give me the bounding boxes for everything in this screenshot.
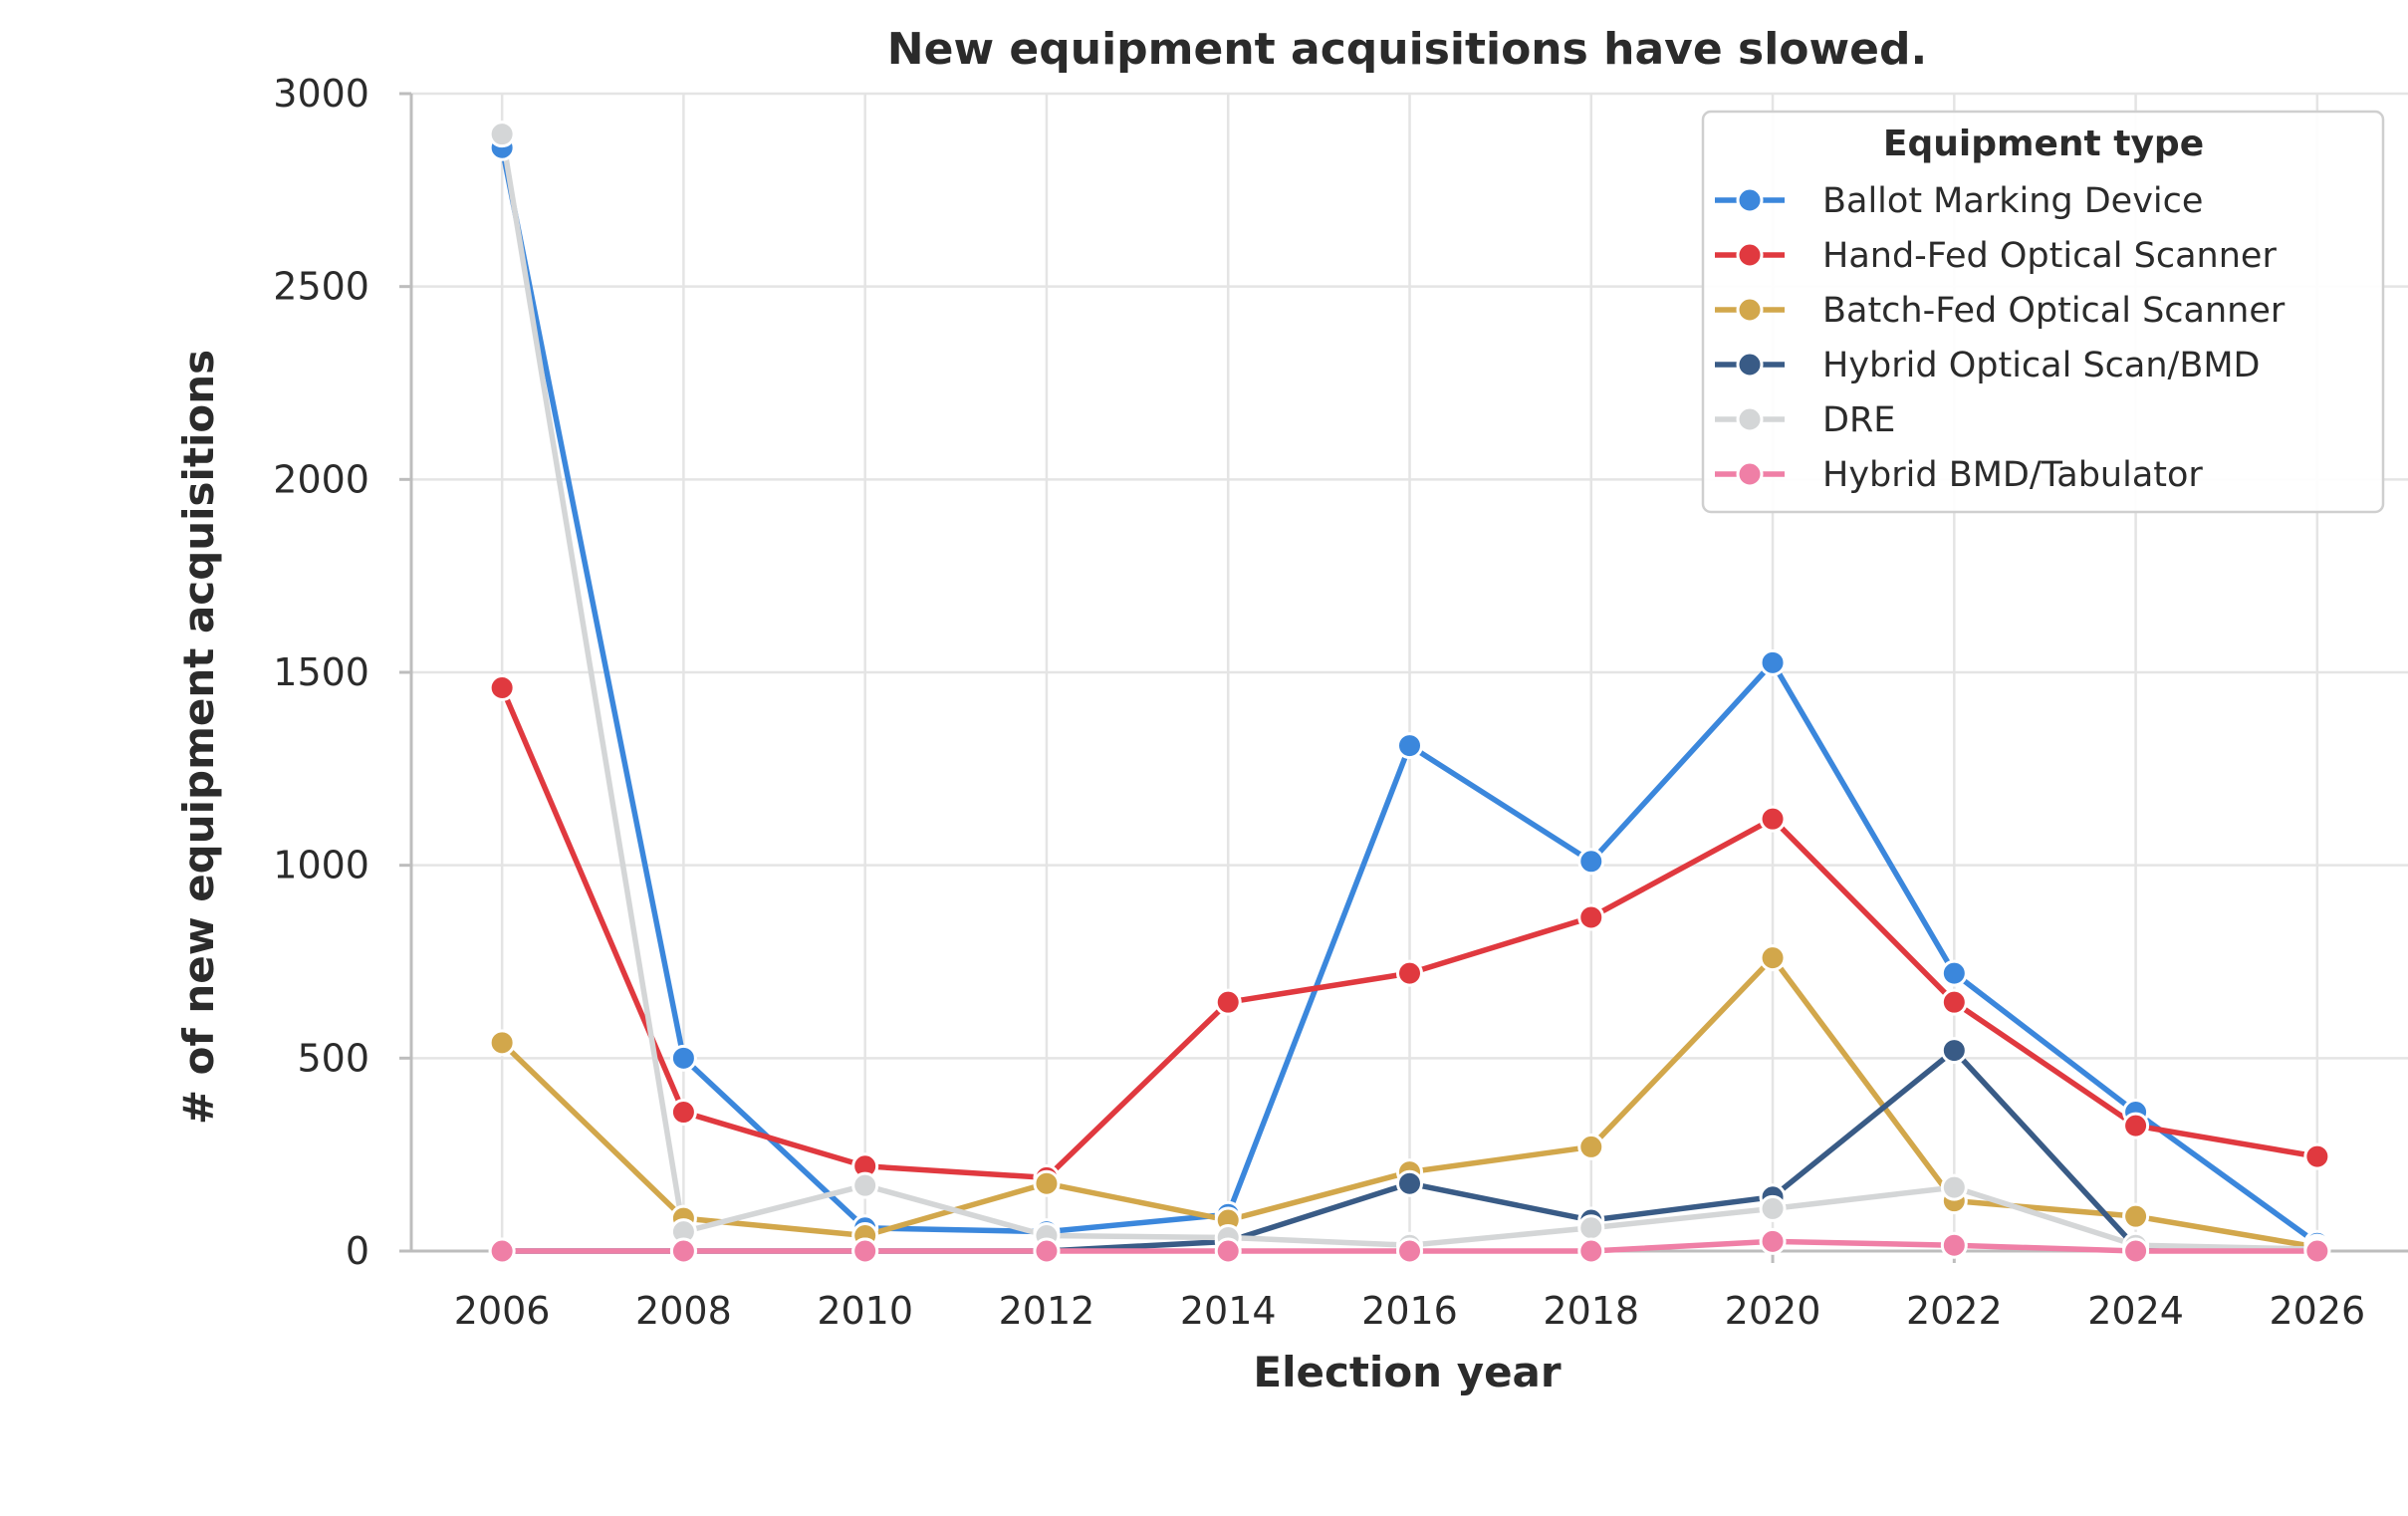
data-point (1214, 988, 1242, 1016)
data-point (1940, 959, 1968, 987)
data-point (2122, 1237, 2150, 1265)
y-tick-label: 0 (346, 1229, 369, 1273)
data-point (1396, 1237, 1423, 1265)
chart-title: New equipment acquisitions have slowed. (887, 24, 1927, 75)
data-point (1577, 1237, 1605, 1265)
data-point (669, 1044, 697, 1072)
legend-label: Hybrid BMD/Tabulator (1822, 455, 2203, 495)
legend-marker (1736, 405, 1764, 433)
data-point (488, 121, 516, 148)
legend-box (1701, 110, 2385, 514)
data-point (1759, 1194, 1787, 1222)
data-point (1940, 1037, 1968, 1065)
y-axis-title: # of new equipment acquisitions (174, 350, 223, 1125)
legend-label: Hand-Fed Optical Scanner (1822, 236, 2277, 276)
data-point (1759, 805, 1787, 833)
data-point (1759, 648, 1787, 676)
legend-label: Ballot Marking Device (1822, 181, 2203, 221)
data-point (488, 1029, 516, 1057)
y-tick-label: 2000 (273, 457, 369, 501)
legend: Equipment type Ballot Marking Device Hand… (1701, 110, 2385, 514)
x-tick-label: 2014 (1180, 1289, 1277, 1333)
legend-marker (1736, 186, 1764, 214)
y-tick-label: 1500 (273, 650, 369, 694)
data-point (1396, 732, 1423, 760)
data-point (1396, 1169, 1423, 1197)
legend-label: Hybrid Optical Scan/BMD (1822, 346, 2261, 385)
x-tick-label: 2016 (1361, 1289, 1458, 1333)
x-tick-label: 2010 (817, 1289, 913, 1333)
x-tick-label: 2008 (635, 1289, 732, 1333)
legend-label: DRE (1822, 400, 1895, 440)
series-points (488, 121, 2331, 1265)
data-point (1577, 1133, 1605, 1160)
data-point (2122, 1202, 2150, 1230)
legend-title: Equipment type (1883, 124, 2204, 164)
legend-marker (1736, 351, 1764, 379)
data-point (1759, 944, 1787, 972)
x-axis-title: Election year (1253, 1348, 1562, 1396)
data-point (1033, 1237, 1061, 1265)
x-tick-label: 2026 (2270, 1289, 2366, 1333)
data-point (1759, 1227, 1787, 1255)
legend-marker (1736, 460, 1764, 488)
data-point (669, 1237, 697, 1265)
data-point (851, 1171, 879, 1199)
data-point (1214, 1237, 1242, 1265)
data-point (488, 673, 516, 701)
data-point (1940, 1231, 1968, 1259)
data-point (1396, 959, 1423, 987)
legend-marker (1736, 241, 1764, 269)
legend-items: Ballot Marking Device Hand-Fed Optical Sc… (1715, 181, 2286, 495)
legend-marker (1736, 296, 1764, 324)
x-tick-label: 2012 (999, 1289, 1095, 1333)
x-tick-label: 2018 (1543, 1289, 1639, 1333)
data-point (1940, 1173, 1968, 1201)
legend-label: Batch-Fed Optical Scanner (1822, 291, 2286, 331)
data-point (669, 1099, 697, 1127)
x-tick-label: 2024 (2087, 1289, 2184, 1333)
data-point (1577, 1214, 1605, 1242)
data-point (488, 1237, 516, 1265)
y-tick-labels: 0 500 1000 1500 2000 2500 3000 (273, 72, 411, 1273)
y-tick-label: 2500 (273, 265, 369, 309)
data-point (1577, 848, 1605, 876)
data-point (1577, 903, 1605, 931)
data-point (1033, 1169, 1061, 1197)
x-tick-labels: 2006 2008 2010 2012 2014 2016 2018 2020 2022 2024… (454, 1251, 2365, 1333)
y-tick-label: 500 (297, 1036, 369, 1080)
y-tick-label: 3000 (273, 72, 369, 116)
y-tick-label: 1000 (273, 844, 369, 887)
data-point (2303, 1142, 2331, 1170)
data-point (1940, 988, 1968, 1016)
data-point (2122, 1112, 2150, 1139)
data-point (2303, 1237, 2331, 1265)
x-tick-label: 2022 (1906, 1289, 2003, 1333)
x-tick-label: 2006 (454, 1289, 551, 1333)
data-point (851, 1237, 879, 1265)
x-tick-label: 2020 (1725, 1289, 1821, 1333)
